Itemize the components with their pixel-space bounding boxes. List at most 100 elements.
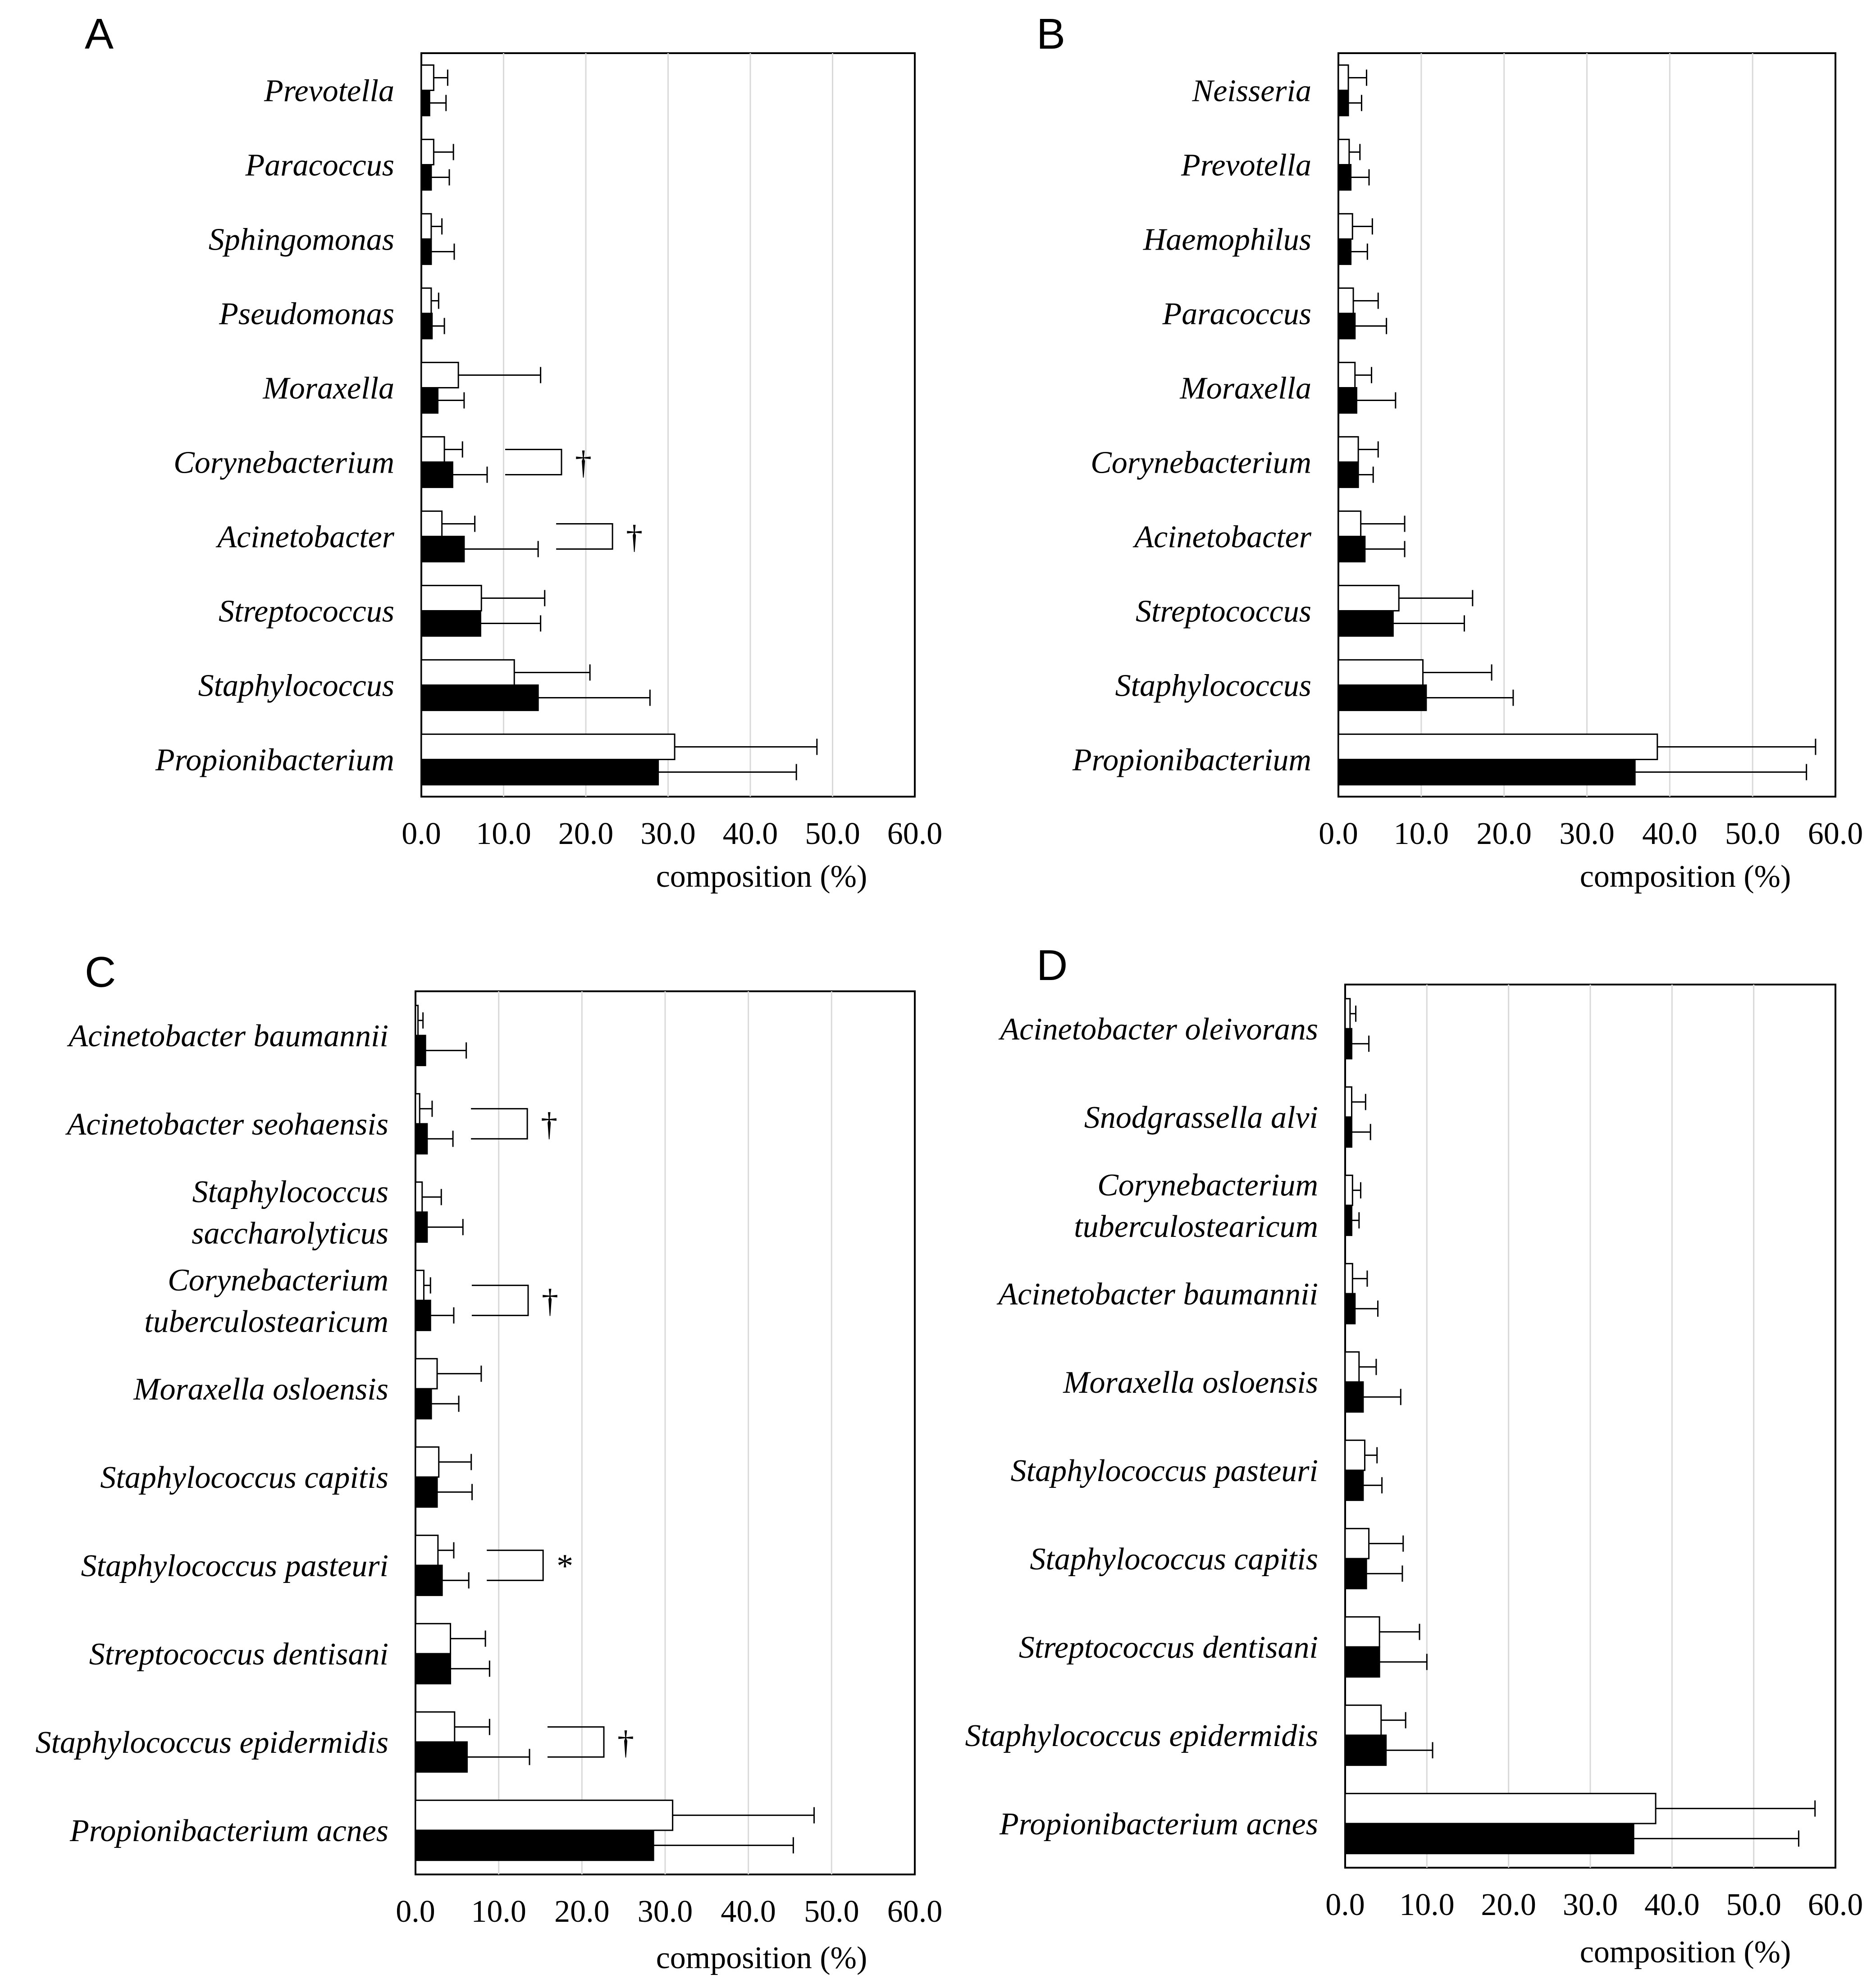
- bar-filled: [415, 1035, 426, 1067]
- bar-filled: [420, 536, 465, 563]
- bar-filled: [420, 684, 539, 711]
- bar-filled: [420, 387, 438, 414]
- bar-filled: [1344, 1381, 1364, 1413]
- bar-filled: [1344, 1734, 1387, 1766]
- category-label-line: Moraxella osloensis: [1063, 1365, 1318, 1400]
- category-label-line: Staphylococcus epidermidis: [36, 1725, 388, 1760]
- category-label-line: tuberculostearicum: [1074, 1209, 1318, 1244]
- category-label-line: tuberculostearicum: [144, 1304, 388, 1339]
- bar-filled: [1337, 90, 1349, 117]
- significance-marker: †: [575, 445, 592, 482]
- x-tick-label: 20.0: [554, 1894, 610, 1929]
- panel-letter: A: [85, 10, 114, 58]
- category-label: Paracoccus: [1162, 297, 1311, 332]
- bar-open: [1337, 510, 1362, 538]
- x-tick-label: 0.0: [1319, 816, 1358, 851]
- x-tick-label: 50.0: [805, 816, 860, 851]
- category-label-line: Staphylococcus: [192, 1175, 388, 1209]
- category-label-line: Acinetobacter: [215, 520, 394, 555]
- bar-filled: [420, 313, 433, 340]
- category-label: Acinetobacter oleivorans: [998, 1012, 1318, 1047]
- category-label-line: Streptococcus: [219, 594, 394, 629]
- category-label-line: Corynebacterium: [1097, 1168, 1318, 1203]
- x-tick-label: 30.0: [1559, 816, 1615, 851]
- panel-letter: B: [1036, 10, 1065, 58]
- bar-open: [420, 213, 432, 240]
- significance-marker: *: [557, 1548, 573, 1585]
- category-label-line: Snodgrassella alvi: [1084, 1100, 1318, 1135]
- x-tick-label: 10.0: [1394, 816, 1449, 851]
- significance-marker: †: [542, 1283, 558, 1320]
- category-label: Acinetobacter baumannii: [67, 1019, 388, 1053]
- category-label: Staphylococcus: [198, 669, 394, 703]
- bar-open: [420, 733, 676, 761]
- x-tick-label: 20.0: [1476, 816, 1532, 851]
- x-tick-label: 30.0: [638, 1894, 693, 1929]
- panel-letter: C: [85, 948, 116, 996]
- category-label-line: Propionibacterium acnes: [999, 1807, 1318, 1842]
- bar-open: [1337, 138, 1350, 165]
- x-tick-label: 60.0: [1808, 816, 1863, 851]
- x-tick-label: 50.0: [804, 1894, 859, 1929]
- panel-a: A 0.0 10.0 20.0 30.0 40.0 50.0 60.0 composition …: [85, 10, 942, 894]
- bar-filled: [1337, 313, 1356, 340]
- category-label: Streptococcus dentisani: [89, 1637, 388, 1672]
- bar-open: [420, 138, 434, 165]
- significance-bracket: [556, 523, 613, 550]
- category-label-line: Haemophilus: [1143, 223, 1311, 257]
- category-label-line: Propionibacterium: [1072, 743, 1311, 778]
- x-tick-label: 60.0: [1808, 1888, 1863, 1922]
- category-label: Propionibacterium acnes: [69, 1814, 388, 1848]
- category-label: Staphylococcus capitis: [100, 1460, 388, 1495]
- category-label-line: Paracoccus: [1162, 297, 1311, 332]
- bar-filled: [1337, 164, 1352, 191]
- significance-marker: †: [541, 1106, 557, 1143]
- category-label-line: Neisseria: [1192, 74, 1311, 109]
- x-tick-label: 0.0: [1325, 1888, 1365, 1922]
- bar-open: [1337, 64, 1349, 91]
- category-label-line: Moraxella: [1179, 371, 1311, 406]
- bar-filled: [420, 164, 432, 191]
- bar-filled: [415, 1741, 468, 1773]
- category-label-line: Corynebacterium: [1091, 446, 1311, 480]
- category-label-line: Streptococcus dentisani: [89, 1637, 388, 1672]
- bar-filled: [415, 1123, 428, 1155]
- category-label-line: Staphylococcus pasteuri: [81, 1549, 388, 1583]
- bar-open: [1337, 287, 1354, 315]
- category-label-line: Propionibacterium acnes: [69, 1814, 388, 1848]
- category-label-line: saccharolyticus: [192, 1216, 388, 1251]
- category-label-line: Prevotella: [1181, 148, 1311, 183]
- bar-open: [1344, 1263, 1353, 1295]
- category-label: Staphylococcus pasteuri: [1011, 1454, 1318, 1488]
- x-axis-title: composition (%): [656, 859, 867, 894]
- bar-open: [1337, 436, 1359, 463]
- x-tick-label: 40.0: [1644, 1888, 1700, 1922]
- bar-open: [415, 1799, 674, 1831]
- bar-open: [420, 659, 515, 686]
- category-label-line: Acinetobacter seohaensis: [65, 1107, 388, 1142]
- bar-open: [415, 1534, 439, 1566]
- category-label-line: Staphylococcus pasteuri: [1011, 1454, 1318, 1488]
- x-tick-label: 50.0: [1726, 1888, 1781, 1922]
- x-axis-title: composition (%): [1580, 1935, 1791, 1970]
- x-tick-label: 10.0: [1399, 1888, 1455, 1922]
- bar-open: [420, 436, 445, 463]
- bar-filled: [415, 1388, 432, 1420]
- category-label: Corynebacterium tuberculostearicum: [1074, 1168, 1318, 1244]
- category-label: Streptococcus: [219, 594, 394, 629]
- category-label: Pseudomonas: [219, 297, 394, 332]
- bar-filled: [420, 238, 432, 265]
- bar-open: [1344, 1174, 1353, 1206]
- significance-marker: †: [626, 519, 643, 556]
- x-tick-label: 60.0: [887, 816, 943, 851]
- category-label-line: Staphylococcus epidermidis: [965, 1719, 1318, 1753]
- category-label: Moraxella: [1179, 371, 1311, 406]
- category-label-line: Staphylococcus: [1115, 669, 1311, 703]
- category-label: Propionibacterium: [1072, 743, 1311, 778]
- bar-filled: [415, 1299, 431, 1331]
- category-label: Acinetobacter seohaensis: [65, 1107, 388, 1142]
- bar-filled: [420, 461, 453, 488]
- bar-open: [1337, 733, 1658, 761]
- x-tick-label: 20.0: [1481, 1888, 1536, 1922]
